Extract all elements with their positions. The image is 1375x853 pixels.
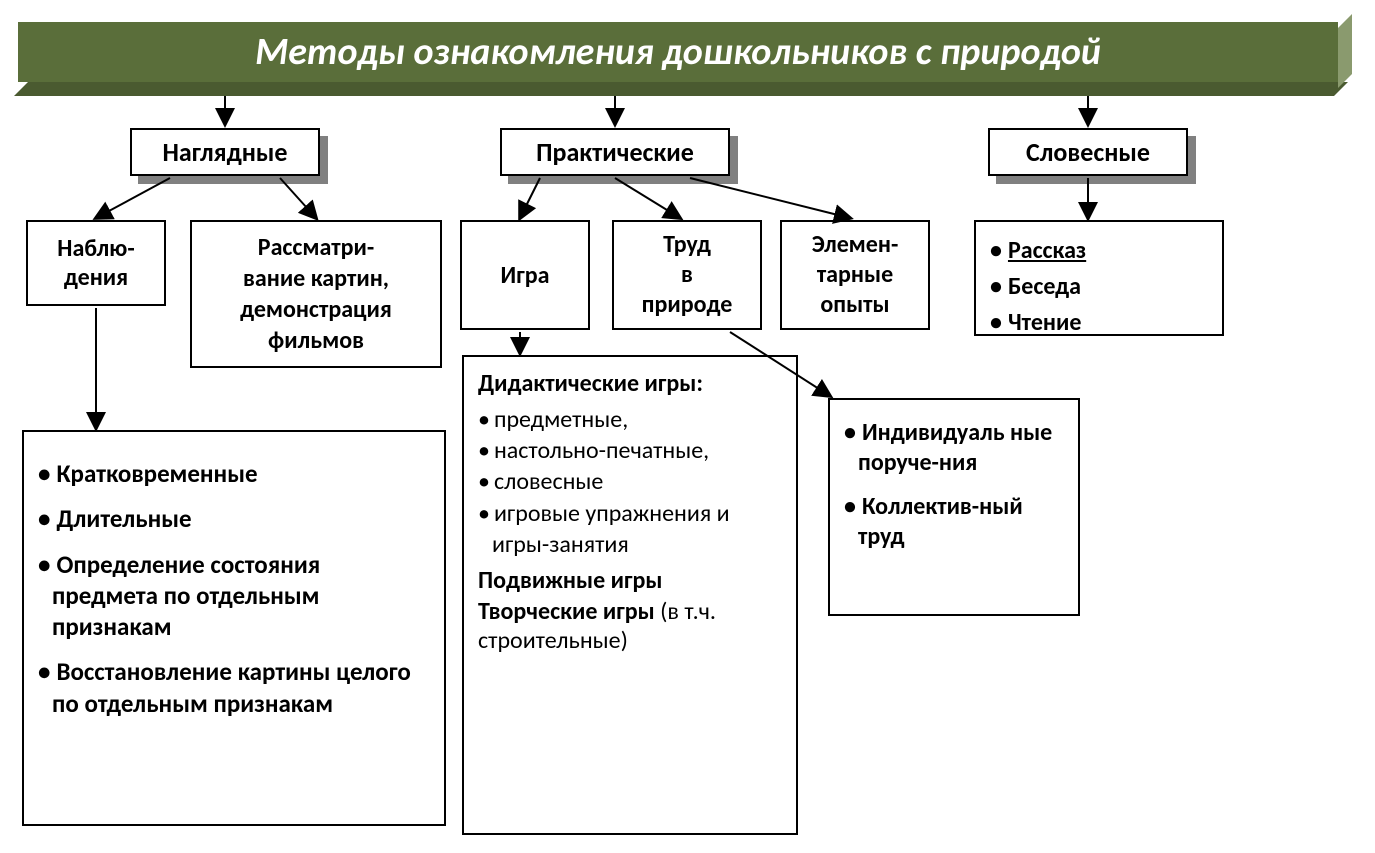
obs-item-0: Кратковременные <box>38 458 430 489</box>
sub-pictures-label: Рассматри- вание картин, демонстрация фи… <box>240 232 392 357</box>
verbal-item-1: Беседа <box>990 272 1208 302</box>
verbal-item-0: Рассказ <box>990 236 1208 266</box>
title-3d-bottom <box>14 82 1348 96</box>
verbal-item-2: Чтение <box>990 308 1208 338</box>
observations-list-box: Кратковременные Длительные Определение с… <box>22 430 446 826</box>
games-sub-2: словесные <box>478 466 782 497</box>
labor-item-0: Индивидуаль ные поруче-ния <box>844 418 1064 478</box>
sub-game-label: Игра <box>501 261 550 290</box>
games-sub-1: настольно-печатные, <box>478 435 782 466</box>
arrow-7 <box>690 178 850 218</box>
games-sub-0: предметные, <box>478 404 782 435</box>
sub-pictures: Рассматри- вание картин, демонстрация фи… <box>190 220 442 368</box>
arrow-6 <box>615 178 680 218</box>
arrow-5 <box>520 178 540 218</box>
title-text: Методы ознакомления дошкольников с приро… <box>255 29 1101 75</box>
obs-item-3: Восстановление картины целого по отдельн… <box>38 656 430 719</box>
games-sub-3: игровые упражнения и игры-занятия <box>478 498 782 560</box>
arrow-4 <box>280 178 316 218</box>
obs-item-2: Определение состояния предмета по отдель… <box>38 549 430 643</box>
title-3d-right <box>1338 14 1352 88</box>
verbal-list-box: Рассказ Беседа Чтение <box>974 220 1224 336</box>
sub-experiments: Элемен- тарные опыты <box>780 220 930 330</box>
sub-observations: Наблю- дения <box>26 220 166 306</box>
category-practical-label: Практические <box>536 136 694 168</box>
category-practical: Практические <box>500 128 730 176</box>
games-heading3: Творческие игры (в т.ч. строительные) <box>478 597 782 655</box>
labor-item-1: Коллектив-ный труд <box>844 492 1064 552</box>
category-verbal-label: Словесные <box>1026 136 1150 168</box>
games-list-box: Дидактические игры: предметные, настольн… <box>462 355 798 835</box>
games-heading2: Подвижные игры <box>478 566 782 595</box>
obs-item-1: Длительные <box>38 503 430 534</box>
sub-observations-label: Наблю- дения <box>57 234 134 292</box>
labor-list-box: Индивидуаль ные поруче-ния Коллектив-ный… <box>828 398 1080 616</box>
sub-labor-label: Труд в природе <box>642 230 733 320</box>
category-verbal: Словесные <box>988 128 1188 176</box>
sub-labor: Труд в природе <box>612 220 762 330</box>
games-heading1: Дидактические игры: <box>478 369 782 398</box>
sub-experiments-label: Элемен- тарные опыты <box>812 230 899 320</box>
category-visual-label: Наглядные <box>163 136 288 168</box>
sub-game: Игра <box>460 220 590 330</box>
title-bar: Методы ознакомления дошкольников с приро… <box>18 22 1338 82</box>
arrow-3 <box>96 178 170 218</box>
category-visual: Наглядные <box>130 128 320 176</box>
